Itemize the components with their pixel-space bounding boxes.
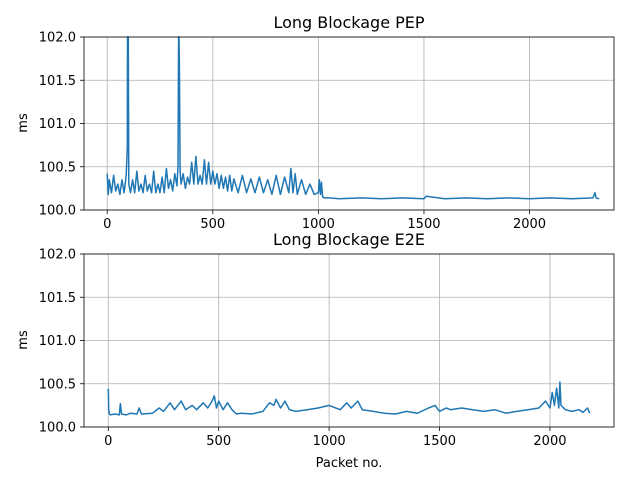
x-tick-label: 1500 bbox=[423, 434, 456, 449]
series-layer bbox=[106, 36, 600, 200]
ticks-layer: 0 500 1000 1500 2000 100.0 100.5 101.0 101.5 102.… bbox=[39, 248, 567, 450]
subplot-title: Long Blockage PEP bbox=[273, 13, 424, 32]
subplot-title: Long Blockage E2E bbox=[273, 230, 425, 249]
y-tick-label: 101.5 bbox=[39, 74, 76, 89]
x-tick-label: 500 bbox=[200, 217, 225, 232]
x-tick-label: 1500 bbox=[407, 217, 440, 232]
x-tick-label: 500 bbox=[206, 434, 231, 449]
y-tick-label: 100.0 bbox=[39, 421, 76, 436]
series-layer bbox=[107, 381, 591, 416]
x-tick-label: 2000 bbox=[533, 434, 566, 449]
subplot-long-blockage-e2e: Long Blockage E2E ms Packet no. 0 500 1000… bbox=[16, 230, 615, 471]
x-tick-label: 0 bbox=[104, 434, 112, 449]
x-tick-label: 1000 bbox=[302, 217, 335, 232]
subplot-long-blockage-pep: Long Blockage PEP ms 0 500 1000 1500 2000 100… bbox=[16, 13, 615, 233]
x-axis-label: Packet no. bbox=[316, 456, 383, 471]
y-tick-label: 102.0 bbox=[39, 248, 76, 263]
x-tick-label: 0 bbox=[103, 217, 111, 232]
y-tick-label: 102.0 bbox=[39, 31, 76, 46]
y-tick-label: 101.0 bbox=[39, 117, 76, 132]
x-tick-label: 2000 bbox=[513, 217, 546, 232]
y-tick-label: 100.0 bbox=[39, 204, 76, 219]
y-tick-label: 101.0 bbox=[39, 334, 76, 349]
ticks-layer: 0 500 1000 1500 2000 100.0 100.5 101.0 101.5 102.… bbox=[39, 31, 546, 233]
series-line bbox=[107, 381, 591, 416]
y-tick-label: 100.5 bbox=[39, 377, 76, 392]
series-line bbox=[106, 36, 600, 200]
y-tick-label: 101.5 bbox=[39, 291, 76, 306]
y-axis-label: ms bbox=[16, 330, 31, 350]
y-tick-label: 100.5 bbox=[39, 160, 76, 175]
y-axis-label: ms bbox=[16, 113, 31, 133]
x-tick-label: 1000 bbox=[313, 434, 346, 449]
